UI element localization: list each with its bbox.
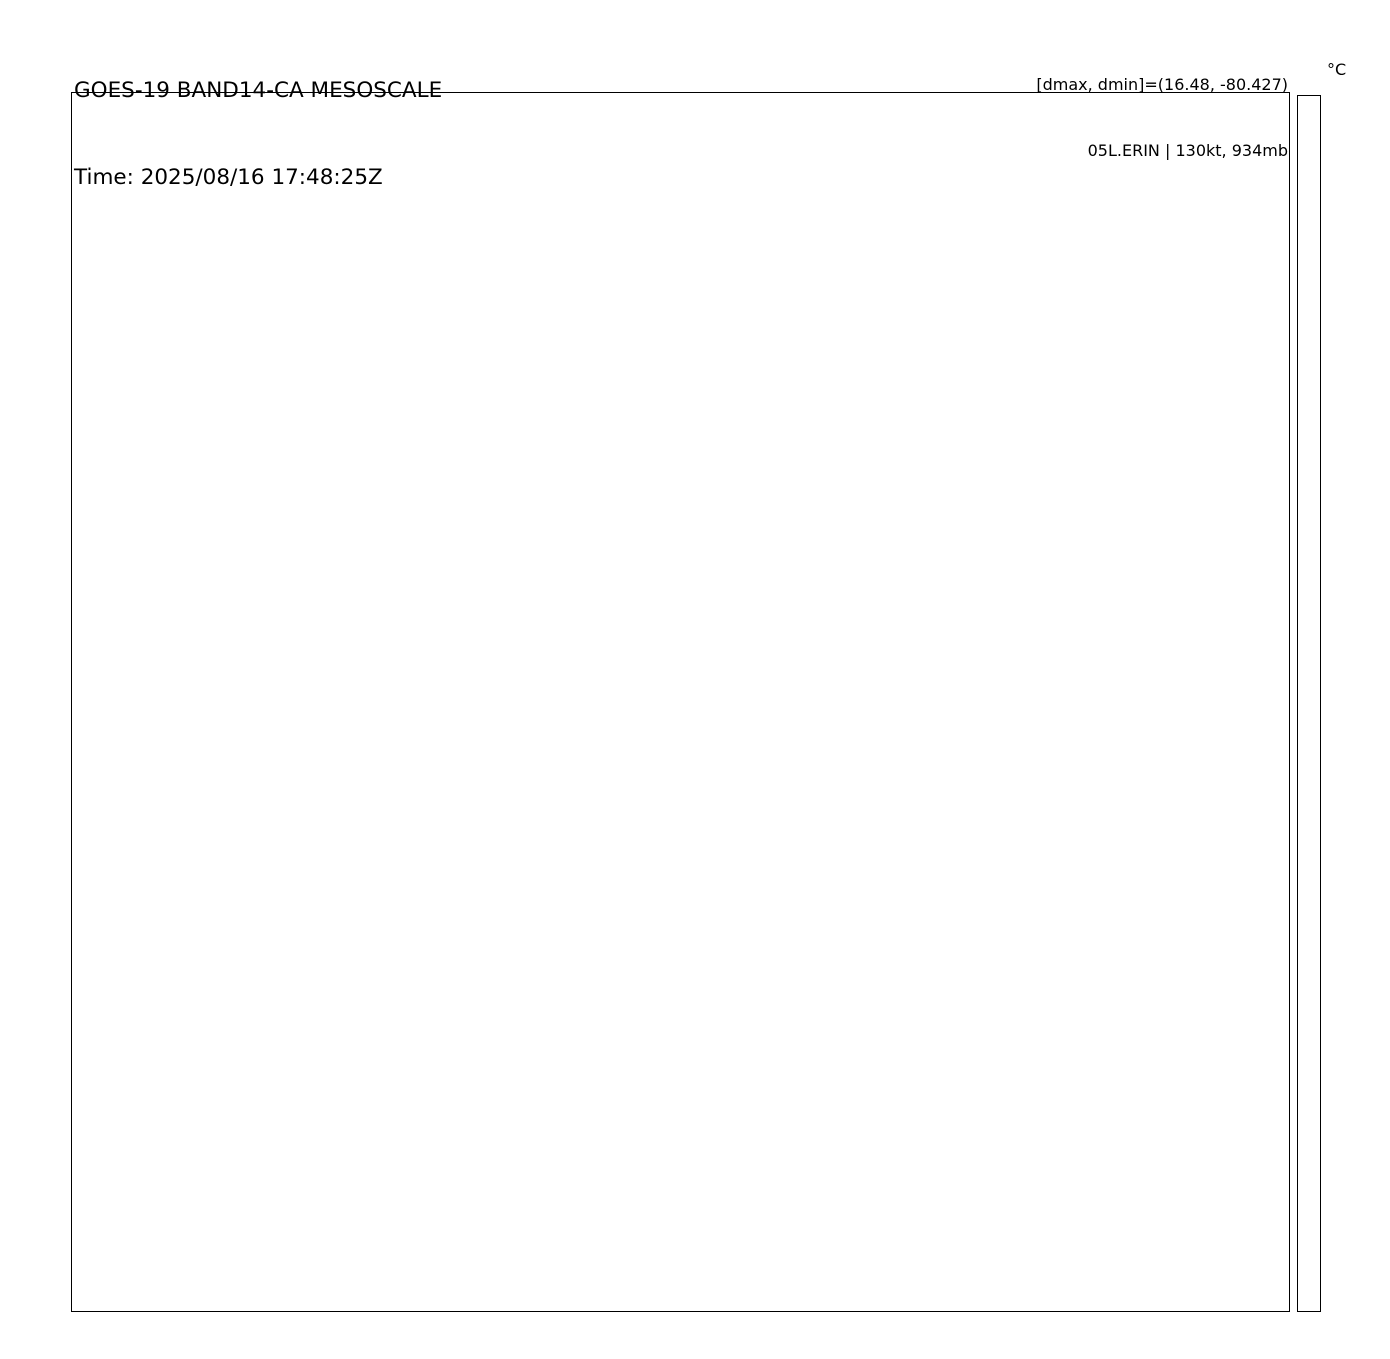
ir-satellite-image <box>72 93 1288 1310</box>
copyright-label: Copyright © 2020-2025 Dapiya <box>77 1285 458 1309</box>
temperature-colorbar <box>1297 95 1321 1312</box>
dmax-dmin-readout: [dmax, dmin]=(16.48, -80.427) <box>1036 75 1288 94</box>
colorbar-unit-label: °C <box>1327 60 1347 79</box>
map-frame: Copyright © 2020-2025 Dapiya <box>71 92 1290 1312</box>
